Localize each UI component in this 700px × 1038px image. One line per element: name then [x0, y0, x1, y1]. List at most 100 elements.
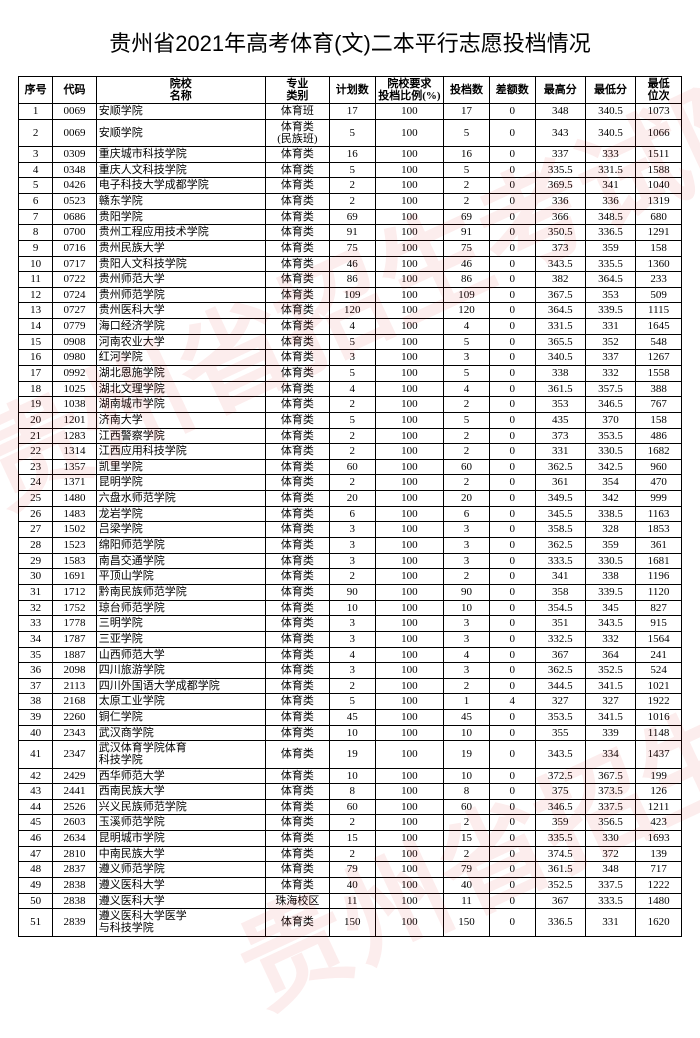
- cell: 24: [19, 475, 53, 491]
- cell: 0980: [53, 350, 96, 366]
- cell: 1196: [636, 569, 682, 585]
- cell: 21: [19, 428, 53, 444]
- cell: 武汉商学院: [96, 725, 265, 741]
- cell: 349.5: [535, 491, 585, 507]
- cell: 332.5: [535, 631, 585, 647]
- cell: 0: [489, 287, 535, 303]
- table-row: 20069安顺学院体育类(民族班)510050343340.51066: [19, 119, 682, 146]
- cell: 4: [444, 319, 490, 335]
- cell: 1371: [53, 475, 96, 491]
- cell: 364.5: [535, 303, 585, 319]
- cell: 0: [489, 815, 535, 831]
- cell: 0: [489, 784, 535, 800]
- cell: 0: [489, 104, 535, 120]
- cell: 0: [489, 162, 535, 178]
- cell: 335.5: [535, 162, 585, 178]
- cell: 39: [19, 710, 53, 726]
- cell: 367.5: [585, 768, 635, 784]
- cell: 体育类: [265, 365, 329, 381]
- cell: 0: [489, 209, 535, 225]
- cell: 30: [19, 569, 53, 585]
- cell: 338: [585, 569, 635, 585]
- cell: 0700: [53, 225, 96, 241]
- cell: 4: [444, 381, 490, 397]
- cell: 331.5: [585, 162, 635, 178]
- cell: 3: [444, 631, 490, 647]
- cell: 3: [444, 616, 490, 632]
- cell: 1693: [636, 831, 682, 847]
- cell: 0: [489, 600, 535, 616]
- cell: 361.5: [535, 381, 585, 397]
- cell: 373: [535, 240, 585, 256]
- cell: 25: [19, 491, 53, 507]
- cell: 2: [329, 178, 375, 194]
- cell: 贵州民族大学: [96, 240, 265, 256]
- cell: 2347: [53, 741, 96, 768]
- cell: 43: [19, 784, 53, 800]
- cell: 1357: [53, 459, 96, 475]
- cell: 3: [444, 553, 490, 569]
- cell: 1564: [636, 631, 682, 647]
- cell: 珠海校区: [265, 893, 329, 909]
- cell: 46: [19, 831, 53, 847]
- cell: 1558: [636, 365, 682, 381]
- cell: 470: [636, 475, 682, 491]
- cell: 100: [375, 287, 444, 303]
- table-row: 281523绵阳师范学院体育类310030362.5359361: [19, 538, 682, 554]
- cell: 100: [375, 694, 444, 710]
- cell: 0: [489, 893, 535, 909]
- cell: 109: [444, 287, 490, 303]
- cell: 0: [489, 256, 535, 272]
- cell: 2: [329, 678, 375, 694]
- cell: 2168: [53, 694, 96, 710]
- cell: 2098: [53, 663, 96, 679]
- table-row: 60523赣东学院体育类2100203363361319: [19, 193, 682, 209]
- cell: 0: [489, 506, 535, 522]
- cell: 2: [444, 178, 490, 194]
- table-row: 422429西华师范大学体育类10100100372.5367.5199: [19, 768, 682, 784]
- cell: 373: [535, 428, 585, 444]
- cell: 5: [19, 178, 53, 194]
- table-row: 181025湖北文理学院体育类410040361.5357.5388: [19, 381, 682, 397]
- cell: 1437: [636, 741, 682, 768]
- cell: 体育班: [265, 104, 329, 120]
- cell: 354.5: [535, 600, 585, 616]
- cell: 100: [375, 799, 444, 815]
- cell: 0: [489, 631, 535, 647]
- cell: 三亚学院: [96, 631, 265, 647]
- cell: 365.5: [535, 334, 585, 350]
- cell: 1222: [636, 878, 682, 894]
- col-ratio: 院校要求投档比例(%): [375, 77, 444, 104]
- cell: 335.5: [535, 831, 585, 847]
- cell: 遵义师范学院: [96, 862, 265, 878]
- cell: 10: [444, 768, 490, 784]
- cell: 5: [444, 334, 490, 350]
- cell: 46: [329, 256, 375, 272]
- cell: 344.5: [535, 678, 585, 694]
- table-row: 10069安顺学院体育班17100170348340.51073: [19, 104, 682, 120]
- cell: 1148: [636, 725, 682, 741]
- cell: 12: [19, 287, 53, 303]
- cell: 69: [329, 209, 375, 225]
- cell: 100: [375, 397, 444, 413]
- cell: 100: [375, 631, 444, 647]
- cell: 341: [535, 569, 585, 585]
- cell: 342: [585, 491, 635, 507]
- cell: 体育类: [265, 506, 329, 522]
- table-row: 482837遵义师范学院体育类79100790361.5348717: [19, 862, 682, 878]
- cell: 370: [585, 412, 635, 428]
- cell: 46: [444, 256, 490, 272]
- cell: 332: [585, 365, 635, 381]
- cell: 2: [19, 119, 53, 146]
- cell: 100: [375, 147, 444, 163]
- cell: 45: [19, 815, 53, 831]
- cell: 1480: [53, 491, 96, 507]
- table-header-row: 序号 代码 院校名称 专业类别 计划数 院校要求投档比例(%) 投档数 差额数 …: [19, 77, 682, 104]
- cell: 336: [585, 193, 635, 209]
- cell: 353.5: [535, 710, 585, 726]
- table-row: 191038湖南城市学院体育类210020353346.5767: [19, 397, 682, 413]
- cell: 龙岩学院: [96, 506, 265, 522]
- cell: 1691: [53, 569, 96, 585]
- cell: 体育类: [265, 522, 329, 538]
- cell: 15: [444, 831, 490, 847]
